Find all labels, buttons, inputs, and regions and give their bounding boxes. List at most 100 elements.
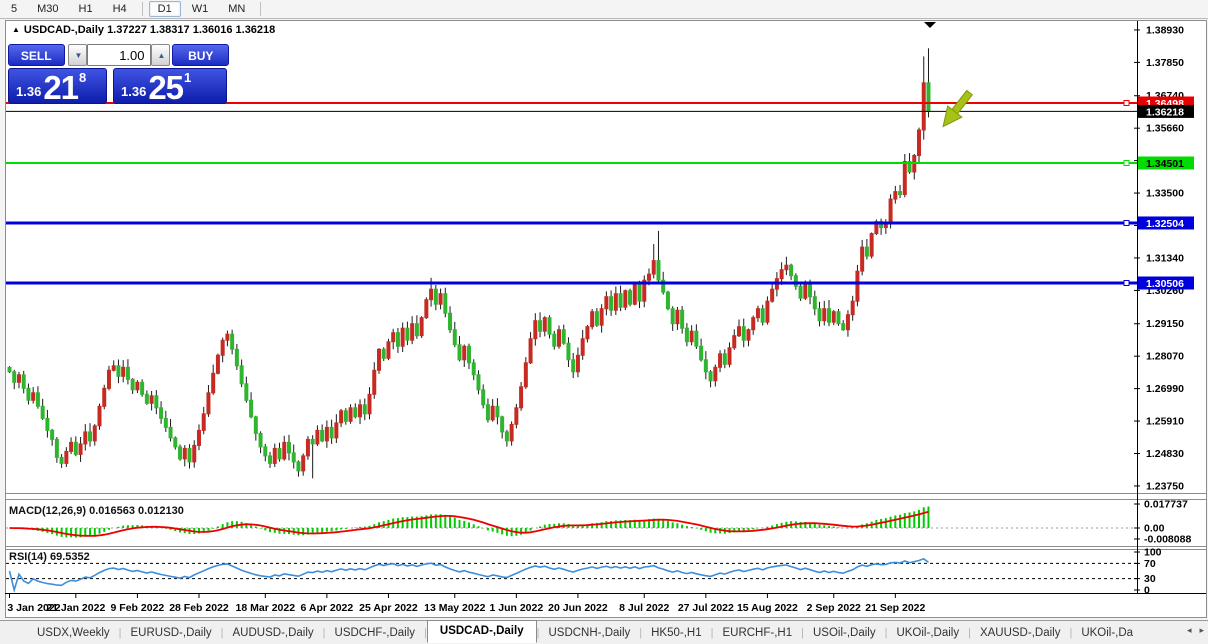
svg-text:100: 100: [1144, 547, 1162, 559]
timeframe-button-mn[interactable]: MN: [228, 3, 246, 15]
symbol-tab-hk50-[interactable]: HK50-,H1: [651, 626, 702, 639]
tab-separator: |: [536, 626, 540, 639]
svg-text:21 Sep 2022: 21 Sep 2022: [865, 602, 925, 614]
svg-text:1.37850: 1.37850: [1146, 57, 1184, 69]
svg-text:-0.008088: -0.008088: [1144, 533, 1191, 545]
bid-price-prefix: 1.36: [16, 84, 42, 99]
toolbar-separator: [141, 2, 143, 16]
svg-text:1.26990: 1.26990: [1146, 383, 1184, 395]
tab-separator: |: [1069, 626, 1073, 639]
svg-text:1.31340: 1.31340: [1146, 252, 1184, 264]
trade-panel-controls: SELL ▼ ▲ BUY: [8, 44, 229, 66]
ask-price-button[interactable]: 1.36 25 1: [113, 68, 227, 104]
ask-price-prefix: 1.36: [121, 84, 147, 99]
volume-increase-button[interactable]: ▲: [150, 44, 170, 66]
svg-text:3 Jan 2022: 3 Jan 2022: [7, 602, 60, 614]
sell-signal-arrow-icon[interactable]: [936, 87, 977, 132]
svg-text:18 Mar 2022: 18 Mar 2022: [236, 602, 296, 614]
timeframe-toolbar: 5 M30 H1 H4 D1 W1 MN: [0, 0, 1208, 19]
svg-text:1.33500: 1.33500: [1146, 188, 1184, 200]
panel-frames: [5, 21, 1206, 594]
svg-text:8 Jul 2022: 8 Jul 2022: [619, 602, 669, 614]
symbol-tab-usdx[interactable]: USDX,Weekly: [37, 626, 110, 639]
spin-up-icon: ▲: [157, 51, 166, 60]
tab-separator: |: [639, 626, 643, 639]
collapse-triangle-icon[interactable]: ▲: [12, 25, 20, 34]
timeframe-button-w1[interactable]: W1: [191, 3, 209, 15]
chart-window: [5, 20, 1207, 618]
symbol-tab-ukoil-[interactable]: UKOil-,Daily: [896, 626, 960, 639]
symbol-tab-eurchf-[interactable]: EURCHF-,H1: [722, 626, 793, 639]
svg-text:1.25910: 1.25910: [1146, 416, 1184, 428]
symbol-tab-bar: USDX,Weekly | EURUSD-,Daily | AUDUSD-,Daily |…: [0, 620, 1208, 644]
svg-text:1.35660: 1.35660: [1146, 123, 1184, 135]
timeframe-button-h4[interactable]: H4: [112, 3, 127, 15]
volume-input[interactable]: [86, 44, 151, 66]
svg-text:0.017737: 0.017737: [1144, 499, 1188, 511]
candles-layer: [7, 48, 931, 479]
tab-separator: |: [424, 626, 427, 639]
timeframe-button-m30[interactable]: M30: [37, 3, 59, 15]
svg-text:25 Apr 2022: 25 Apr 2022: [359, 602, 418, 614]
bid-price-main: 21: [43, 68, 79, 106]
svg-text:0: 0: [1144, 585, 1150, 597]
chart-canvas: 1.389301.378501.367401.356601.345801.335…: [5, 21, 1206, 614]
svg-text:20 Jun 2022: 20 Jun 2022: [548, 602, 608, 614]
volume-decrease-button[interactable]: ▼: [67, 44, 87, 66]
price-axis: 1.389301.378501.367401.356601.345801.335…: [1134, 24, 1184, 492]
buy-button[interactable]: BUY: [172, 44, 229, 66]
macd-panel: 0.017737 0.00-0.008088: [6, 499, 1191, 545]
macd-label: MACD(12,26,9) 0.016563 0.012130: [9, 505, 184, 517]
svg-text:28 Feb 2022: 28 Feb 2022: [169, 602, 229, 614]
svg-text:6 Apr 2022: 6 Apr 2022: [301, 602, 354, 614]
svg-text:15 Aug 2022: 15 Aug 2022: [737, 602, 798, 614]
chart-title-ohlc: 1.37227 1.38317 1.36016 1.36218: [107, 24, 276, 36]
timeframe-button-h1[interactable]: H1: [78, 3, 93, 15]
symbol-tab-eurusd-[interactable]: EURUSD-,Daily: [130, 626, 212, 639]
svg-text:9 Feb 2022: 9 Feb 2022: [111, 602, 165, 614]
rsi-label: RSI(14) 69.5352: [9, 551, 90, 563]
tab-scroll-right-icon[interactable]: ▸: [1199, 625, 1204, 635]
tab-scroll-left-icon[interactable]: ◂: [1186, 625, 1192, 635]
symbol-tab-xauusd-[interactable]: XAUUSD-,Daily: [979, 626, 1061, 639]
tab-scroll-nav: ◂ ▸: [1187, 625, 1204, 636]
timeframe-button-5[interactable]: 5: [11, 3, 18, 15]
trade-panel-quotes: 1.36 21 8 1.36 25 1: [8, 68, 229, 104]
symbol-tab-audusd-[interactable]: AUDUSD-,Daily: [232, 626, 314, 639]
bid-price-pipette: 8: [79, 70, 87, 85]
symbol-tab-ukoil-[interactable]: UKOil-,Da: [1081, 626, 1134, 639]
one-click-trading-panel: SELL ▼ ▲ BUY 1.36 21 8 1.36 25 1: [8, 44, 229, 104]
bid-price-button[interactable]: 1.36 21 8: [8, 68, 107, 104]
svg-text:70: 70: [1144, 558, 1156, 570]
symbol-tab-usdcad-[interactable]: USDCAD-,Daily: [426, 620, 537, 643]
toolbar-separator: [260, 2, 262, 16]
tab-separator: |: [322, 626, 326, 639]
svg-text:1.30506: 1.30506: [1146, 278, 1184, 290]
sell-button[interactable]: SELL: [8, 44, 65, 66]
svg-text:1.28070: 1.28070: [1146, 351, 1184, 363]
tab-separator: |: [118, 626, 122, 639]
tab-separator: |: [968, 626, 971, 639]
svg-text:1 Jun 2022: 1 Jun 2022: [490, 602, 544, 614]
svg-text:21 Jan 2022: 21 Jan 2022: [46, 602, 105, 614]
svg-text:1.32504: 1.32504: [1146, 218, 1184, 230]
tab-separator: |: [710, 626, 714, 639]
symbol-tab-usoil-[interactable]: USOil-,Daily: [812, 626, 876, 639]
svg-text:2 Sep 2022: 2 Sep 2022: [807, 602, 861, 614]
svg-text:27 Jul 2022: 27 Jul 2022: [678, 602, 734, 614]
chart-title: ▲ USDCAD-,Daily 1.37227 1.38317 1.36016 1…: [12, 24, 275, 36]
svg-text:0.00: 0.00: [1144, 523, 1165, 535]
svg-text:1.23750: 1.23750: [1146, 480, 1184, 492]
svg-text:1.24830: 1.24830: [1146, 448, 1184, 460]
symbol-tab-usdcnh-[interactable]: USDCNH-,Daily: [548, 626, 631, 639]
svg-text:30: 30: [1144, 573, 1156, 585]
tab-separator: |: [884, 626, 888, 639]
svg-text:1.34501: 1.34501: [1146, 158, 1184, 170]
symbol-tab-usdchf-[interactable]: USDCHF-,Daily: [334, 626, 416, 639]
spin-down-icon: ▼: [74, 51, 83, 60]
timeframe-button-d1[interactable]: D1: [148, 1, 181, 17]
svg-text:1.29150: 1.29150: [1146, 318, 1184, 330]
